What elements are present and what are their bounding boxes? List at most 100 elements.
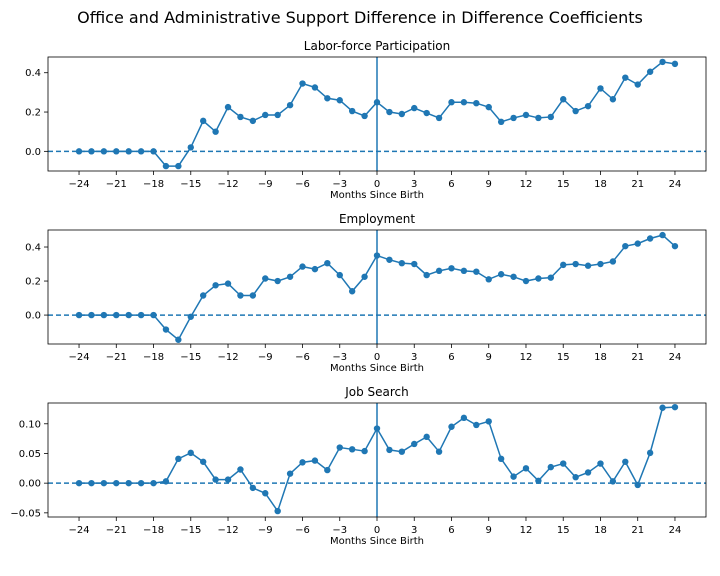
data-point	[497, 455, 505, 463]
x-tick-label: −24	[68, 352, 89, 363]
data-point	[572, 107, 579, 115]
data-point	[187, 313, 194, 320]
x-tick-label: 21	[631, 525, 644, 536]
data-point	[286, 101, 294, 109]
data-point	[560, 460, 567, 467]
data-point	[398, 259, 406, 267]
x-tick-label: 12	[520, 352, 533, 363]
data-point	[634, 81, 641, 88]
data-point	[361, 447, 368, 455]
data-point	[348, 288, 356, 295]
data-point	[423, 109, 430, 117]
panel-title: Job Search	[344, 385, 409, 399]
data-point	[547, 113, 555, 121]
data-point	[336, 271, 343, 279]
data-point	[609, 258, 617, 265]
data-point	[199, 117, 207, 125]
data-point	[448, 99, 455, 106]
data-point	[274, 507, 281, 515]
data-point	[485, 418, 492, 425]
data-point	[386, 446, 393, 454]
data-point	[659, 404, 666, 411]
data-point	[597, 85, 604, 92]
data-point	[113, 148, 120, 155]
data-point	[199, 458, 207, 465]
data-point	[274, 277, 281, 285]
data-point	[224, 476, 232, 483]
data-point	[125, 148, 132, 155]
data-point	[423, 433, 430, 441]
x-tick-label: −12	[217, 525, 238, 536]
data-point	[311, 84, 319, 91]
data-point	[659, 58, 666, 66]
data-point	[435, 448, 443, 455]
data-point	[100, 479, 108, 487]
x-tick-label: −6	[295, 352, 310, 363]
x-tick-label: 24	[669, 179, 682, 190]
data-point	[88, 479, 95, 487]
data-point	[125, 479, 132, 487]
x-tick-label: 21	[631, 352, 644, 363]
data-point	[373, 99, 381, 106]
data-point	[373, 425, 381, 432]
x-tick-label: −9	[258, 179, 273, 190]
data-point	[398, 448, 406, 455]
data-point	[622, 458, 629, 465]
data-point	[361, 112, 368, 120]
data-point	[473, 421, 480, 429]
x-tick-label: −3	[332, 352, 347, 363]
data-point	[634, 240, 641, 247]
x-tick-label: 21	[631, 179, 644, 190]
x-tick-label: −24	[68, 179, 89, 190]
data-point	[150, 148, 157, 155]
data-point	[224, 103, 232, 111]
data-point	[113, 479, 120, 487]
x-tick-label: 3	[411, 525, 417, 536]
data-point	[237, 292, 244, 299]
x-tick-label: 12	[520, 525, 533, 536]
data-point	[622, 242, 629, 250]
x-tick-label: 18	[594, 179, 607, 190]
data-point	[398, 110, 406, 118]
data-point	[162, 326, 170, 333]
data-point	[572, 474, 579, 481]
x-tick-label: 9	[486, 179, 492, 190]
x-tick-label: −15	[180, 525, 201, 536]
x-tick-label: 0	[374, 352, 380, 363]
data-point	[299, 459, 306, 466]
y-tick-label: 0.4	[25, 243, 41, 254]
data-point	[547, 274, 555, 281]
data-point	[411, 260, 418, 268]
x-tick-label: 15	[557, 525, 570, 536]
data-point	[671, 60, 679, 68]
data-point	[460, 267, 468, 275]
y-tick-label: 0.4	[25, 68, 41, 79]
data-point	[373, 252, 381, 259]
data-point	[286, 273, 294, 280]
data-point	[125, 311, 132, 319]
data-point	[597, 260, 604, 268]
data-point	[460, 99, 468, 106]
panel-title: Employment	[339, 212, 415, 226]
data-point	[411, 104, 418, 112]
x-tick-label: −21	[106, 352, 127, 363]
data-point	[187, 144, 194, 151]
data-point	[212, 128, 219, 135]
x-tick-label: −3	[332, 179, 347, 190]
data-point	[286, 470, 294, 477]
data-point	[187, 449, 194, 457]
data-point	[646, 235, 654, 242]
data-point	[262, 490, 269, 497]
data-point	[88, 148, 95, 155]
data-point	[522, 277, 530, 285]
x-axis-label: Months Since Birth	[330, 536, 424, 547]
data-point	[336, 444, 343, 451]
data-point	[584, 262, 592, 269]
data-point	[510, 114, 517, 122]
data-point	[249, 292, 257, 299]
y-tick-label: 0.0	[25, 147, 41, 158]
data-point	[100, 311, 108, 319]
data-point	[646, 449, 654, 457]
